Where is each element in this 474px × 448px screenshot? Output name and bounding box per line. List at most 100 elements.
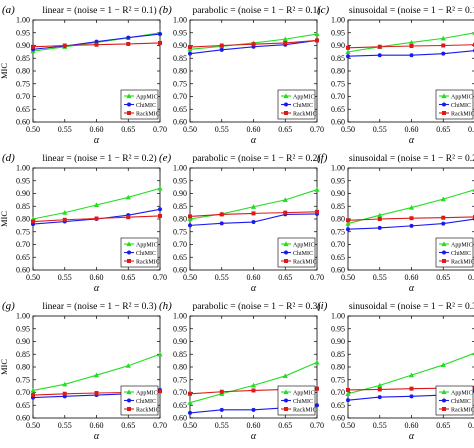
point-rackmic [62,217,67,222]
point-appmic [282,36,288,42]
point-chimic [158,207,162,212]
x-axis-label: α [251,135,257,146]
y-tick-label: 0.60 [173,118,187,127]
point-chimic [315,403,319,408]
y-tick-label: 0.75 [331,375,345,384]
y-tick-label: 0.90 [331,41,345,50]
x-tick-label: 0.50 [183,273,197,282]
point-appmic [408,204,415,210]
point-appmic [345,49,351,54]
x-tick-label: 0.65 [436,273,450,282]
point-rackmic [219,43,224,48]
legend-label-appmic: AppMIC [451,242,473,248]
point-rackmic [315,209,319,214]
y-tick-label: 0.70 [16,388,30,397]
point-rackmic [94,391,99,396]
point-chimic [409,53,414,58]
panel-label: (a) [2,4,15,16]
y-tick-label: 0.80 [331,363,345,372]
y-tick-label: 0.90 [16,41,30,50]
y-tick-label: 0.80 [16,215,30,224]
point-appmic [30,387,36,393]
y-tick-label: 0.70 [173,240,187,249]
point-appmic [441,241,447,247]
x-tick-label: 0.65 [278,125,292,134]
legend-label-rackmic: RackMIC [136,111,160,117]
point-appmic [157,351,163,357]
legend-label-rackmic: RackMIC [451,111,474,117]
x-axis-label: α [251,431,257,442]
point-chimic [346,227,350,232]
y-tick-label: 0.70 [173,92,187,101]
legend-label-appmic: AppMIC [451,94,473,100]
x-tick-label: 0.60 [90,125,104,134]
y-tick-label: 0.85 [331,202,345,211]
y-tick-label: 0.60 [16,414,30,423]
point-rackmic [346,218,350,223]
point-appmic [283,93,289,99]
point-rackmic [127,111,131,115]
x-axis-label: α [409,283,415,294]
y-tick-label: 0.70 [16,92,30,101]
y-tick-label: 1.00 [16,16,30,25]
y-tick-label: 0.80 [173,363,187,372]
point-appmic [282,197,288,202]
point-chimic [409,394,414,399]
y-tick-label: 0.60 [331,266,345,275]
y-tick-label: 1.00 [173,16,187,25]
point-rackmic [441,215,446,220]
point-rackmic [31,44,35,49]
y-tick-label: 0.70 [331,92,345,101]
panel-label: (g) [2,300,15,312]
y-tick-label: 0.80 [331,215,345,224]
x-tick-label: 0.55 [373,125,387,134]
x-tick-label: 0.55 [215,273,229,282]
point-appmic [440,362,446,368]
chart-title: parabolic = (noise = 1 − R² = 0.3) [193,301,321,312]
y-tick-label: 0.85 [173,202,187,211]
point-chimic [188,223,192,228]
point-appmic [377,212,383,218]
point-chimic [127,398,131,403]
y-tick-label: 0.85 [16,350,30,359]
point-chimic [251,407,256,412]
x-tick-label: 0.50 [341,421,355,430]
panel-label: (e) [159,152,172,164]
point-rackmic [127,407,131,411]
point-rackmic [219,212,224,217]
point-appmic [377,382,383,388]
point-rackmic [62,391,67,396]
x-tick-label: 0.60 [247,125,261,134]
y-tick-label: 0.80 [331,67,345,76]
point-appmic [314,359,320,365]
point-rackmic [188,45,192,50]
x-tick-label: 0.60 [90,273,104,282]
legend-label-chimic: ChiMIC [293,251,313,257]
y-tick-label: 0.90 [16,189,30,198]
y-axis-label: MIC [0,359,9,375]
point-chimic [284,250,288,255]
point-rackmic [126,215,131,220]
x-tick-label: 0.55 [215,421,229,430]
point-appmic [125,194,131,200]
legend-label-appmic: AppMIC [136,390,158,396]
point-rackmic [158,389,162,394]
point-appmic [408,372,415,378]
point-appmic [62,381,68,387]
point-appmic [283,241,289,247]
point-appmic [93,372,100,378]
point-appmic [187,46,193,52]
panel-c: 0.60 0.65 0.70 0.75 0.80 0.85 0.90 0.95 1.00 0.50… [317,4,474,146]
x-tick-label: 0.60 [247,421,261,430]
y-tick-label: 1.00 [331,164,345,173]
point-appmic [93,202,100,208]
x-tick-label: 0.50 [341,273,355,282]
y-tick-label: 0.90 [331,337,345,346]
x-tick-label: 0.65 [278,273,292,282]
point-chimic [158,32,162,37]
point-chimic [377,53,382,58]
point-rackmic [409,216,414,221]
point-chimic [251,220,256,225]
panel-label: (c) [317,4,330,16]
